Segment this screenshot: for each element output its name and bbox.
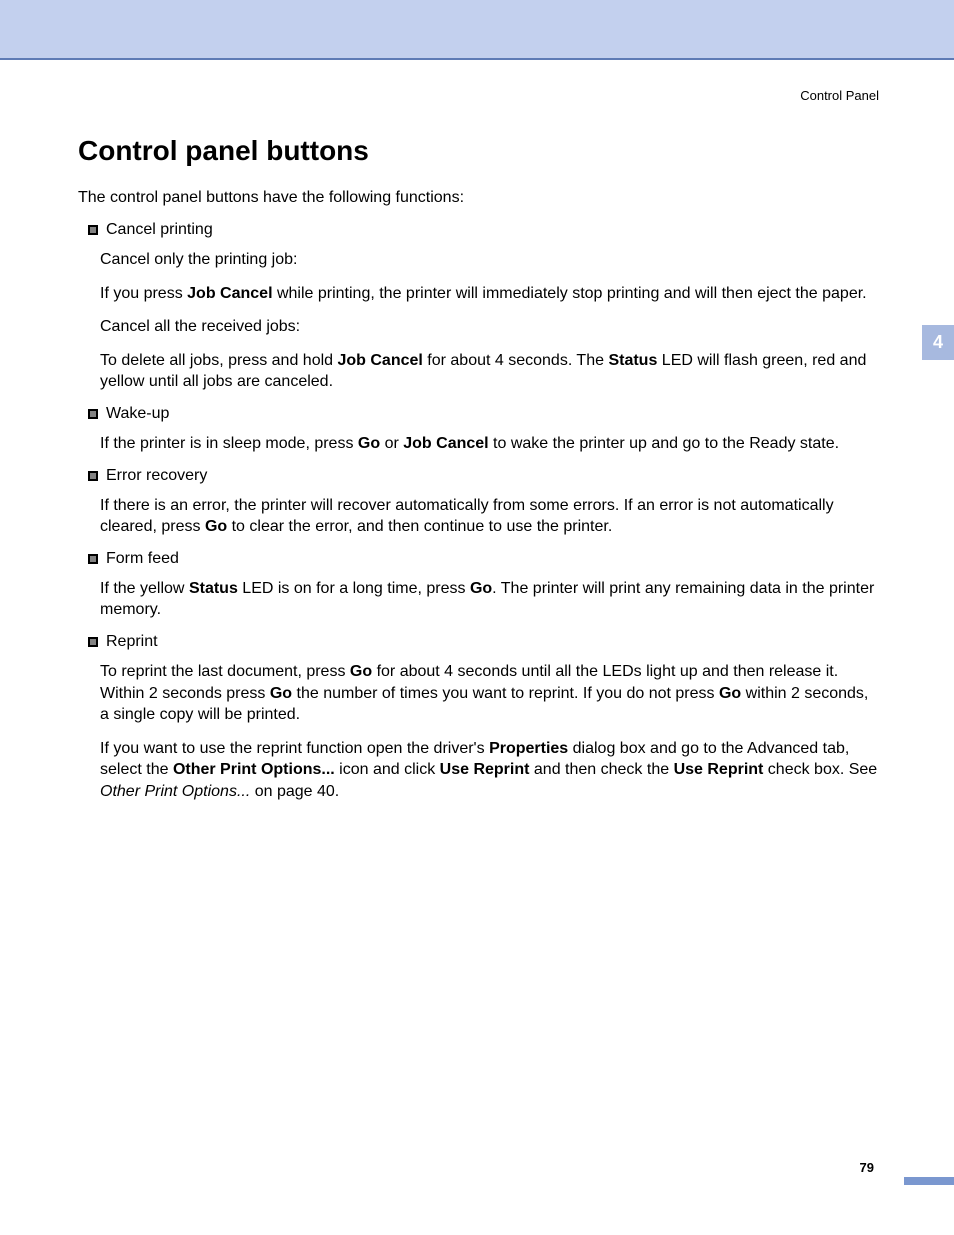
- body-paragraph: Cancel only the printing job:: [100, 249, 878, 271]
- square-bullet-icon: [88, 637, 98, 647]
- section-body: If the printer is in sleep mode, press G…: [100, 433, 878, 455]
- square-bullet-icon: [88, 225, 98, 235]
- body-paragraph: If you want to use the reprint function …: [100, 738, 878, 803]
- section-item: Reprint To reprint the last document, pre…: [78, 633, 878, 803]
- section-body: If the yellow Status LED is on for a lon…: [100, 578, 878, 621]
- section-heading-text: Cancel printing: [106, 221, 213, 239]
- chapter-tab: 4: [922, 325, 954, 360]
- body-paragraph: Cancel all the received jobs:: [100, 316, 878, 338]
- page-tab: [904, 1177, 954, 1185]
- running-header: Control Panel: [800, 88, 879, 103]
- body-paragraph: If there is an error, the printer will r…: [100, 495, 878, 538]
- page-number: 79: [860, 1160, 874, 1175]
- section-heading-text: Error recovery: [106, 467, 207, 485]
- section-body: If there is an error, the printer will r…: [100, 495, 878, 538]
- section-heading: Reprint: [78, 633, 878, 651]
- square-bullet-icon: [88, 471, 98, 481]
- section-item: Error recovery If there is an error, the …: [78, 467, 878, 538]
- section-body: To reprint the last document, press Go f…: [100, 661, 878, 803]
- section-heading: Form feed: [78, 550, 878, 568]
- section-item: Wake-up If the printer is in sleep mode, …: [78, 405, 878, 455]
- body-paragraph: If the printer is in sleep mode, press G…: [100, 433, 878, 455]
- page-title: Control panel buttons: [78, 135, 878, 167]
- section-heading-text: Wake-up: [106, 405, 169, 423]
- body-paragraph: To reprint the last document, press Go f…: [100, 661, 878, 726]
- top-band: [0, 0, 954, 58]
- section-item: Form feed If the yellow Status LED is on …: [78, 550, 878, 621]
- section-body: Cancel only the printing job: If you pres…: [100, 249, 878, 393]
- section-heading-text: Form feed: [106, 550, 179, 568]
- section-heading-text: Reprint: [106, 633, 158, 651]
- intro-text: The control panel buttons have the follo…: [78, 189, 878, 207]
- section-heading: Wake-up: [78, 405, 878, 423]
- body-paragraph: If the yellow Status LED is on for a lon…: [100, 578, 878, 621]
- square-bullet-icon: [88, 554, 98, 564]
- section-list: Cancel printing Cancel only the printing …: [78, 221, 878, 803]
- section-heading: Cancel printing: [78, 221, 878, 239]
- top-rule: [0, 58, 954, 60]
- page-content: Control panel buttons The control panel …: [78, 135, 878, 815]
- section-item: Cancel printing Cancel only the printing …: [78, 221, 878, 393]
- body-paragraph: If you press Job Cancel while printing, …: [100, 283, 878, 305]
- body-paragraph: To delete all jobs, press and hold Job C…: [100, 350, 878, 393]
- section-heading: Error recovery: [78, 467, 878, 485]
- square-bullet-icon: [88, 409, 98, 419]
